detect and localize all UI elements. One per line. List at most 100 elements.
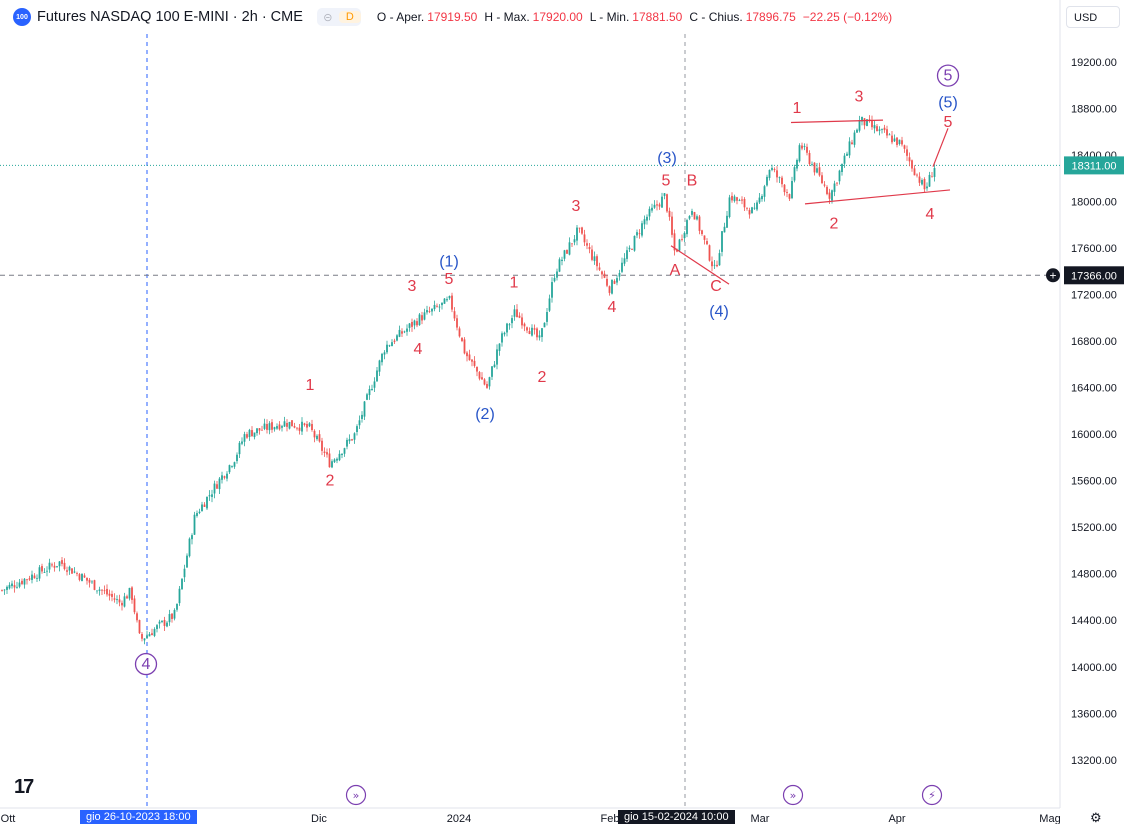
candle-body — [198, 511, 201, 513]
trend-line[interactable] — [932, 128, 949, 167]
event-marker-icon[interactable] — [782, 784, 804, 806]
wave-label[interactable]: 5 — [944, 68, 953, 85]
wave-label[interactable]: 5 — [944, 114, 953, 131]
wave-circle[interactable] — [134, 652, 158, 676]
candle-body — [266, 424, 268, 430]
event-marker-icon[interactable] — [921, 784, 943, 806]
candle-body — [631, 249, 633, 250]
wave-label[interactable]: (4) — [709, 304, 729, 321]
wave-label[interactable]: (2) — [475, 406, 495, 423]
wave-label[interactable]: 3 — [572, 198, 581, 215]
x-tick-label: Mar — [751, 813, 770, 824]
wave-label[interactable]: 2 — [538, 369, 547, 386]
y-tick-label: 18000.00 — [1071, 197, 1117, 209]
high-value: 17920.00 — [532, 10, 583, 24]
wave-label[interactable]: (1) — [439, 254, 459, 271]
wave-circle[interactable] — [936, 64, 960, 87]
candle-body — [336, 458, 338, 461]
add-alert-icon[interactable] — [1046, 268, 1060, 283]
symbol-logo[interactable]: 100 — [13, 8, 31, 26]
candle-body — [383, 352, 386, 355]
candle-body — [496, 349, 498, 365]
candle-body — [348, 439, 351, 442]
candle-body — [683, 232, 686, 239]
candle-body — [746, 207, 748, 209]
wave-label[interactable]: B — [687, 172, 698, 189]
event-marker-glyph[interactable]: » — [353, 789, 360, 802]
closed-market-icon[interactable]: ⊝ — [323, 11, 333, 24]
currency-selector[interactable]: USD — [1066, 6, 1120, 28]
candle-body — [743, 199, 746, 208]
candle-body — [373, 381, 376, 388]
candle-body — [3, 589, 6, 591]
wave-label[interactable]: 4 — [608, 299, 617, 316]
candle-body — [446, 299, 448, 301]
y-tick-label: 15600.00 — [1071, 476, 1117, 488]
wave-label[interactable]: 4 — [926, 206, 935, 223]
candle-body — [858, 120, 861, 131]
ohlc-readout: O - Aper. 17919.50 H - Max. 17920.00 L - M… — [377, 10, 899, 24]
tradingview-logo[interactable]: 17 — [14, 776, 34, 798]
candle-body — [911, 160, 913, 169]
candle-body — [43, 572, 46, 573]
wave-label[interactable]: 1 — [306, 377, 315, 394]
wave-label[interactable]: 3 — [855, 89, 864, 106]
event-marker-glyph[interactable]: ⚡ — [928, 789, 936, 802]
candle-body — [93, 580, 96, 590]
candle-body — [676, 249, 678, 252]
trend-line[interactable] — [670, 245, 730, 285]
wave-label[interactable]: (5) — [938, 94, 958, 111]
candle-body — [921, 179, 923, 185]
candle-body — [306, 424, 308, 428]
candle-body — [491, 366, 493, 377]
trend-line[interactable] — [804, 189, 951, 205]
candle-body — [401, 331, 403, 334]
candle-body — [561, 259, 563, 262]
candle-body — [678, 239, 681, 251]
candle-body — [828, 192, 831, 199]
wave-label[interactable]: 5 — [445, 271, 454, 288]
candle-body — [741, 199, 743, 201]
candle-body — [778, 177, 781, 179]
trend-line[interactable] — [790, 119, 884, 124]
candle-body — [318, 434, 321, 442]
wave-label[interactable]: 3 — [408, 278, 417, 295]
candle-body — [658, 204, 661, 207]
wave-label[interactable]: A — [670, 262, 681, 279]
candle-body — [268, 423, 271, 431]
wave-label[interactable]: 4 — [414, 341, 423, 358]
candle-body — [288, 421, 291, 429]
wave-label[interactable]: 1 — [793, 100, 802, 117]
gear-icon[interactable]: ⚙ — [1090, 810, 1102, 825]
candle-body — [238, 442, 241, 455]
candle-body — [736, 197, 738, 201]
candle-body — [606, 278, 608, 286]
wave-label[interactable]: 4 — [142, 656, 151, 673]
wave-label[interactable]: 5 — [662, 172, 671, 189]
wave-label[interactable]: C — [710, 278, 722, 295]
candle-body — [511, 318, 513, 324]
symbol-title[interactable]: Futures NASDAQ 100 E-MINI · 2h · CME — [37, 9, 303, 25]
candle-body — [811, 164, 813, 165]
candle-body — [366, 394, 368, 400]
wave-label[interactable]: (3) — [657, 150, 677, 167]
wave-label[interactable]: 1 — [510, 275, 519, 292]
candle-body — [76, 573, 78, 574]
x-tick-label: Apr — [888, 813, 905, 824]
wave-label[interactable]: 2 — [830, 215, 839, 232]
add-alert-plus[interactable]: + — [1049, 268, 1056, 282]
event-marker-icon[interactable] — [345, 784, 367, 806]
candle-body — [351, 439, 353, 441]
event-marker-glyph[interactable]: » — [790, 789, 797, 802]
candle-body — [728, 197, 731, 217]
candle-body — [831, 190, 833, 201]
candle-body — [796, 159, 798, 169]
candle-body — [523, 323, 526, 327]
candle-body — [806, 146, 808, 153]
price-axis-panel[interactable] — [1060, 0, 1128, 824]
candle-body — [58, 561, 61, 567]
delayed-data-badge[interactable]: D — [338, 11, 361, 23]
wave-label[interactable]: 2 — [326, 472, 335, 489]
status-pill[interactable]: ⊝ D — [316, 8, 361, 26]
